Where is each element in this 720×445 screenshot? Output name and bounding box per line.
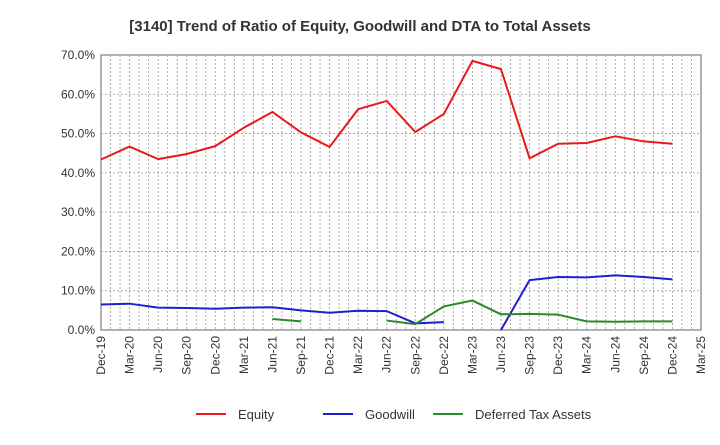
x-tick-label: Jun-20: [151, 336, 165, 373]
x-tick-label: Dec-22: [437, 336, 451, 375]
legend-item: Goodwill: [323, 407, 415, 422]
x-tick-label: Mar-22: [351, 336, 365, 374]
series-line-segment: [100, 302, 444, 325]
y-tick-label: 20.0%: [61, 244, 95, 258]
y-tick-label: 60.0%: [61, 87, 95, 101]
x-tick-label: Mar-24: [580, 336, 594, 374]
legend: Equity Goodwill Deferred Tax Assets: [196, 407, 592, 422]
legend-label: Goodwill: [365, 407, 415, 422]
series-line-segment: [100, 59, 673, 161]
x-tick-label: Sep-24: [637, 336, 651, 375]
y-axis: 0.0% 10.0% 20.0% 30.0% 40.0% 50.0% 60.0% 70.0%: [61, 48, 95, 337]
x-tick-label: Jun-22: [380, 336, 394, 373]
x-tick-label: Sep-23: [523, 336, 537, 375]
x-tick-label: Sep-21: [294, 336, 308, 375]
x-tick-label: Sep-22: [408, 336, 422, 375]
x-tick-label: Mar-21: [237, 336, 251, 374]
series-lines: [100, 59, 673, 331]
x-tick-label: Mar-20: [123, 336, 137, 374]
x-axis: Dec-19 Mar-20 Jun-20 Sep-20 Dec-20 Mar-21 Jun-…: [94, 336, 708, 375]
x-tick-label: Dec-20: [208, 336, 222, 375]
grid-lines: [101, 55, 701, 330]
chart-title: [3140] Trend of Ratio of Equity, Goodwil…: [129, 18, 590, 35]
series-deferred-tax-assets: [272, 299, 673, 326]
x-tick-label: Sep-20: [180, 336, 194, 375]
x-tick-label: Dec-21: [323, 336, 337, 375]
y-tick-label: 30.0%: [61, 205, 95, 219]
series-line-segment: [500, 274, 673, 331]
series-line-segment: [386, 299, 673, 326]
legend-item: Equity: [196, 407, 275, 422]
x-tick-label: Dec-23: [551, 336, 565, 375]
x-tick-label: Dec-19: [94, 336, 108, 375]
legend-label: Equity: [238, 407, 275, 422]
x-tick-label: Jun-24: [608, 336, 622, 373]
series-equity: [100, 59, 673, 161]
plot-area: [100, 54, 702, 331]
legend-item: Deferred Tax Assets: [433, 407, 592, 422]
y-tick-label: 0.0%: [68, 323, 96, 337]
x-tick-label: Mar-25: [694, 336, 708, 374]
x-tick-label: Jun-23: [494, 336, 508, 373]
y-tick-label: 40.0%: [61, 166, 95, 180]
x-tick-label: Jun-21: [265, 336, 279, 373]
legend-label: Deferred Tax Assets: [475, 407, 592, 422]
series-line-segment: [272, 318, 302, 323]
x-tick-label: Mar-23: [465, 336, 479, 374]
y-tick-label: 10.0%: [61, 284, 95, 298]
x-tick-label: Dec-24: [665, 336, 679, 375]
y-tick-label: 70.0%: [61, 48, 95, 62]
series-goodwill: [100, 274, 673, 331]
y-tick-label: 50.0%: [61, 127, 95, 141]
